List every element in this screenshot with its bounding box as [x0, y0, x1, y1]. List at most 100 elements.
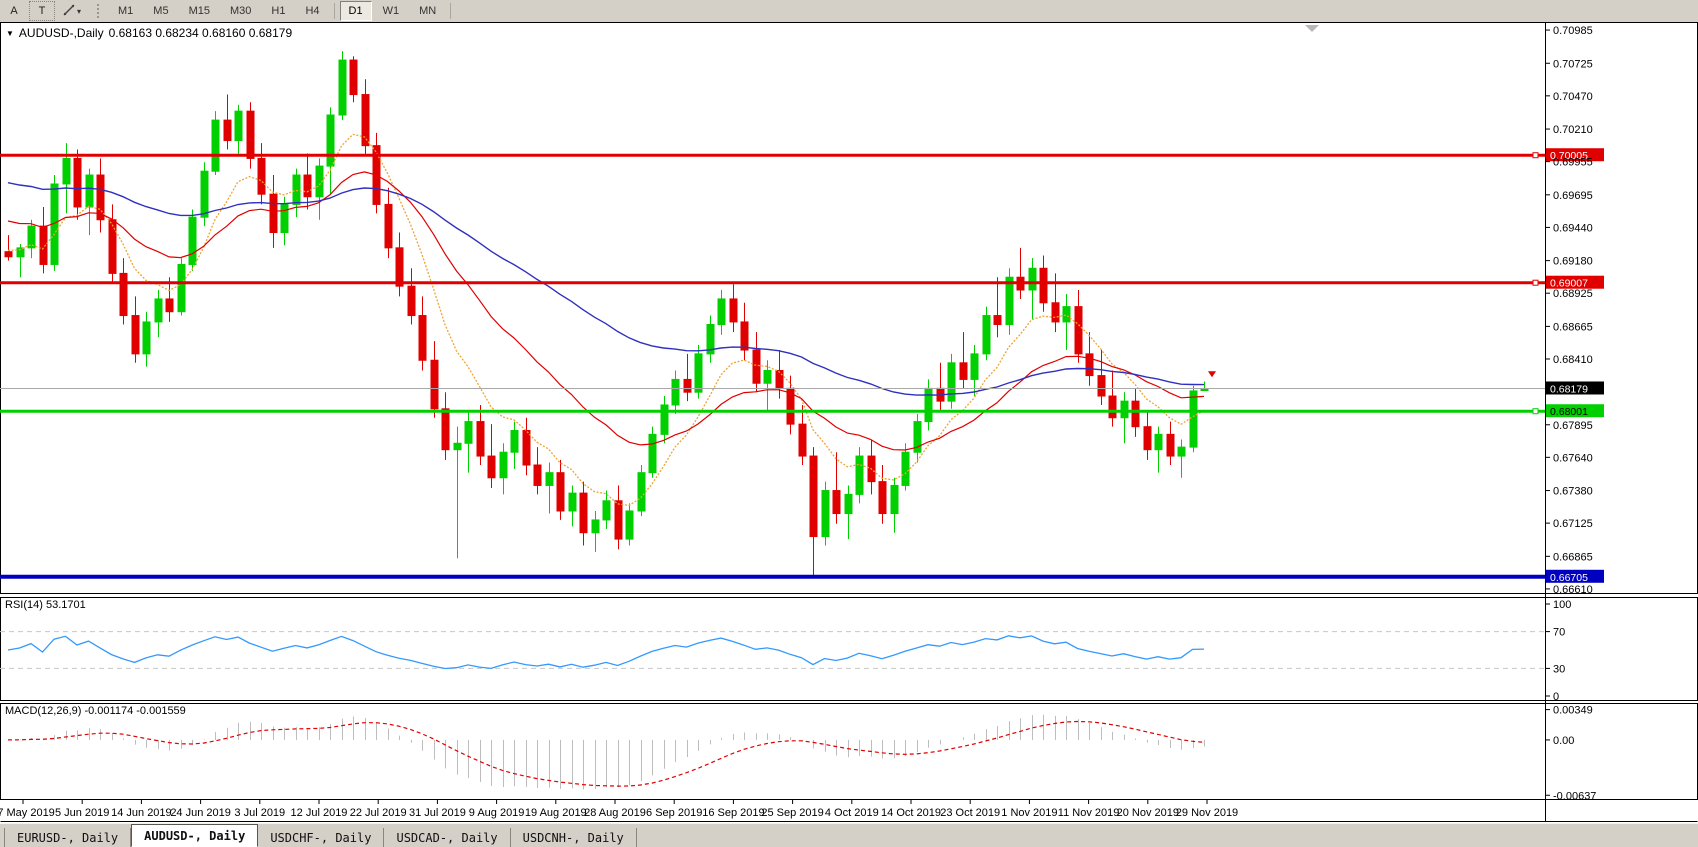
candle-body [1177, 446, 1186, 457]
price-tick-label: 0.69440 [1553, 222, 1593, 234]
price-tick-label: 0.68410 [1553, 354, 1593, 366]
candle-body [717, 298, 726, 325]
candle-body [441, 408, 450, 451]
cursor-mode-button[interactable]: ▾ [57, 1, 86, 21]
candle-body [614, 500, 623, 540]
candle-body [579, 492, 588, 534]
timeframe-button-group: M1 M5 M15 M30 H1 H4 D1 W1 MN [108, 1, 455, 21]
date-tick-label: 29 Nov 2019 [1176, 807, 1238, 819]
cursor-arrows-icon [62, 3, 76, 20]
candle-body [62, 157, 71, 185]
candle-body [395, 247, 404, 287]
timeframe-button-m1[interactable]: M1 [118, 5, 134, 17]
date-tick-label: 20 Nov 2019 [1117, 807, 1179, 819]
chevron-down-icon: ▾ [77, 6, 82, 16]
candle-body [165, 298, 174, 313]
level-price-label: 0.66705 [1550, 572, 1588, 584]
chart-tab-audusd[interactable]: AUDUSD-, Daily [131, 824, 259, 847]
candle-body [27, 225, 36, 249]
date-tick-label: 16 Sep 2019 [702, 807, 764, 819]
price-tick-label: 0.68665 [1553, 321, 1593, 333]
candle-body [832, 490, 841, 515]
candle-body [453, 442, 462, 451]
price-tick-label: 0.69955 [1553, 157, 1593, 169]
date-tick-label: 1 Nov 2019 [1001, 807, 1057, 819]
candle-body [246, 110, 255, 159]
candle-body [545, 472, 554, 486]
toolbar-separator [450, 3, 452, 19]
toolbar-grip-handle[interactable] [97, 4, 102, 18]
date-tick-label: 24 Jun 2019 [170, 807, 231, 819]
chart-tab-eurusd[interactable]: EURUSD-, Daily [4, 828, 132, 847]
candle-body [878, 481, 887, 515]
candle-body [740, 321, 749, 351]
candle-body [1074, 306, 1083, 355]
level-line-handle[interactable] [1532, 408, 1539, 415]
collapse-triangle-icon[interactable]: ▼ [6, 28, 14, 38]
candle-body [556, 472, 565, 512]
price-tick-label: 0.67895 [1553, 420, 1593, 432]
timeframe-button-m30[interactable]: M30 [229, 5, 252, 17]
chart-ohlc-values: 0.68163 0.68234 0.68160 0.68179 [108, 26, 293, 40]
date-tick-label: 3 Jul 2019 [234, 807, 285, 819]
moving-average-21-line [7, 171, 1205, 451]
chart-tab-usdchf[interactable]: USDCHF-, Daily [258, 828, 385, 847]
candle-body [384, 203, 393, 249]
price-tick-label: 0.68925 [1553, 288, 1593, 300]
toolbar-separator [333, 3, 335, 19]
chart-tab-usdcad[interactable]: USDCAD-, Daily [384, 828, 511, 847]
candle-body [338, 59, 347, 116]
date-tick-label: 6 Sep 2019 [646, 807, 702, 819]
candle-body [901, 451, 910, 486]
chart-window: 0.70005 0.69007 0.68001 0.66705 0.70985 0.707… [0, 22, 1698, 823]
chart-tab-usdcnh[interactable]: USDCNH-, Daily [511, 828, 637, 847]
candle-body [729, 298, 738, 323]
candle-body [568, 492, 577, 512]
candle-body [303, 174, 312, 198]
timeframe-button-h4[interactable]: H4 [305, 5, 320, 17]
toolbar: A T ▾ M1 M5 M15 M30 H1 H4 D1 W1 MN [0, 0, 1698, 23]
price-tick-label: 0.67380 [1553, 486, 1593, 498]
rsi-line [7, 635, 1205, 670]
level-price-label: 0.70005 [1550, 150, 1588, 162]
candle-body [913, 421, 922, 453]
candle-body [625, 510, 634, 540]
date-tick-label: 9 Aug 2019 [469, 807, 525, 819]
candle-body [522, 430, 531, 466]
candle-body [1120, 400, 1129, 419]
level-price-label-box [1546, 275, 1604, 289]
candle-body [39, 225, 48, 265]
text-annotation-a-button[interactable]: A [10, 5, 18, 17]
candle-body [349, 59, 358, 96]
candle-body [1143, 426, 1152, 451]
level-line-handle[interactable] [1532, 152, 1539, 159]
candle-body [499, 451, 508, 479]
timeframe-button-d1[interactable]: D1 [339, 1, 372, 21]
date-tick-label: 22 Jul 2019 [350, 807, 407, 819]
candle-body [269, 193, 278, 234]
candle-body [1154, 433, 1163, 451]
price-chart-canvas[interactable]: 0.70005 0.69007 0.68001 0.66705 0.70985 0.707… [0, 22, 1698, 823]
candle-body [648, 433, 657, 474]
date-tick-label: 14 Oct 2019 [881, 807, 941, 819]
timeframe-button-mn[interactable]: MN [419, 5, 437, 17]
date-tick-label: 27 May 2019 [0, 807, 55, 819]
candle-body [1131, 400, 1140, 428]
candle-body [154, 298, 163, 323]
rsi-tick-label: 70 [1553, 627, 1565, 639]
timeframe-button-h1[interactable]: H1 [271, 5, 286, 17]
candle-body [1108, 395, 1117, 419]
candle-body [1039, 267, 1048, 304]
candle-body [73, 157, 82, 208]
timeframe-button-m5[interactable]: M5 [153, 5, 169, 17]
candle-body [1097, 375, 1106, 397]
candle-body [510, 430, 519, 453]
text-tool-button[interactable]: T [29, 1, 55, 21]
timeframe-button-m15[interactable]: M15 [188, 5, 210, 17]
level-line-handle[interactable] [1532, 279, 1539, 286]
timeframe-button-w1[interactable]: W1 [382, 5, 400, 17]
date-tick-label: 19 Aug 2019 [525, 807, 587, 819]
candle-body [763, 369, 772, 384]
macd-tick-label: 0.00349 [1553, 705, 1593, 717]
